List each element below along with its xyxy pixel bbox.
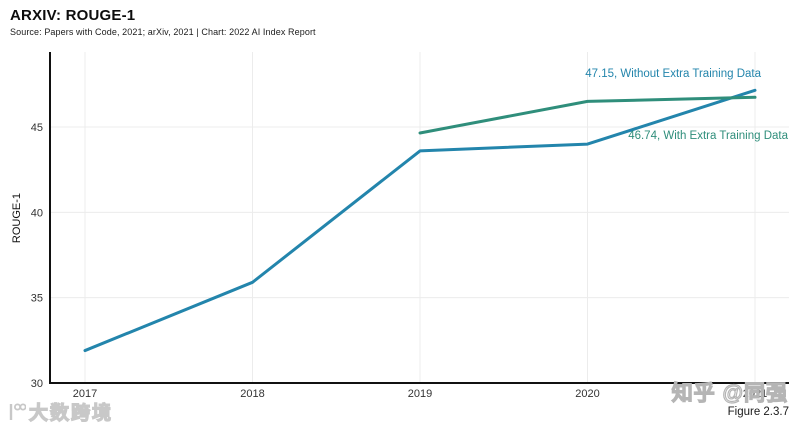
y-tick-label: 40 [31,207,43,219]
y-axis-title: ROUGE-1 [11,193,23,243]
x-tick-label: 2019 [408,388,432,400]
x-tick-label: 2017 [73,388,97,400]
annotation-with-extra-training-data: 46.74, With Extra Training Data [628,130,788,142]
y-tick-label: 30 [31,378,43,390]
y-tick-label: 35 [31,293,43,305]
watermark-zhihu: 知乎 @同强 [671,381,788,405]
x-tick-label: 2021 [743,388,767,400]
watermark-dashukuajing: 大数跨境 [4,398,113,425]
series-line-1 [418,95,757,135]
source-line: Source: Papers with Code, 2021; arXiv, 2… [10,27,316,37]
x-tick-label: 2018 [240,388,264,400]
annotation-without-extra-training-data: 47.15, Without Extra Training Data [585,68,761,80]
x-tick-label: 2020 [575,388,599,400]
chart-header: ARXIV: ROUGE-1 Source: Papers with Code,… [10,7,316,37]
y-tick-label: 45 [31,122,43,134]
dashukuajing-logo-icon [9,403,26,420]
series-line-0 [83,88,757,353]
watermark-dashukuajing-text: 大数跨境 [28,402,114,424]
page-title: ARXIV: ROUGE-1 [10,7,136,24]
figure-number-label: Figure 2.3.7 [727,406,789,418]
